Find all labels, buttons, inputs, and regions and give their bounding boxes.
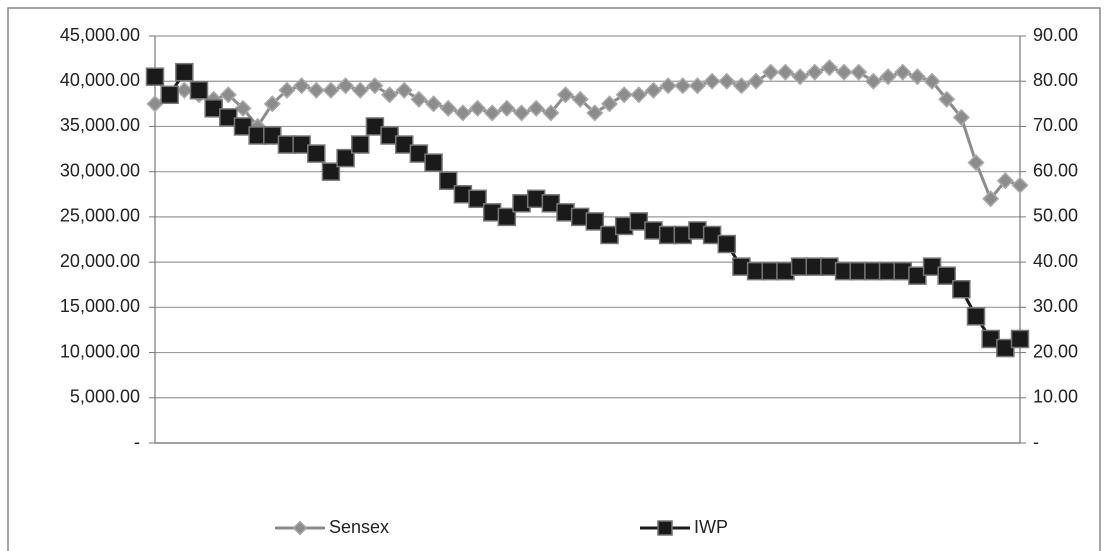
data-point — [234, 99, 252, 117]
data-point — [410, 90, 428, 108]
data-point — [717, 234, 737, 254]
data-point — [175, 81, 193, 99]
data-point — [293, 77, 311, 95]
data-point — [438, 171, 458, 190]
data-point — [336, 148, 355, 168]
data-point — [424, 95, 443, 113]
y-tick-label: 20,000.00 — [60, 251, 140, 271]
y2-tick-label: 60.00 — [1033, 160, 1078, 180]
data-point — [820, 59, 838, 77]
data-point — [571, 90, 589, 108]
y-tick-label: 40,000.00 — [60, 70, 140, 90]
data-point — [615, 86, 633, 104]
data-point — [894, 63, 912, 81]
data-point — [791, 68, 809, 86]
data-point — [908, 68, 926, 86]
data-point — [351, 135, 370, 154]
data-point — [952, 108, 970, 126]
y-tick-label: - — [134, 432, 140, 452]
data-point — [366, 77, 384, 95]
data-point — [688, 77, 707, 95]
y2-tick-label: 20.00 — [1033, 341, 1078, 361]
y2-tick-label: 50.00 — [1033, 206, 1078, 226]
data-point — [498, 99, 516, 117]
data-point — [219, 86, 237, 104]
data-point — [146, 95, 164, 113]
data-point — [351, 81, 369, 99]
data-point — [322, 81, 340, 99]
legend-label: IWP — [694, 517, 728, 537]
y-tick-label: 35,000.00 — [60, 115, 140, 135]
data-point — [659, 77, 677, 95]
data-point — [189, 81, 209, 100]
data-point — [321, 162, 341, 181]
data-point — [850, 63, 868, 81]
data-point — [556, 86, 575, 104]
y-tick-label: 30,000.00 — [60, 160, 140, 180]
data-point — [732, 77, 751, 95]
y2-tick-label: - — [1033, 432, 1039, 452]
data-point — [263, 95, 281, 113]
data-point — [982, 190, 1000, 208]
data-point — [468, 99, 487, 117]
data-point — [278, 81, 296, 99]
data-point — [307, 144, 326, 163]
y2-tick-label: 40.00 — [1033, 251, 1078, 271]
data-point — [497, 207, 517, 227]
data-point — [630, 86, 648, 104]
data-point — [776, 63, 794, 81]
data-point — [424, 153, 443, 172]
y2-tick-label: 90.00 — [1033, 25, 1078, 45]
data-point — [938, 90, 956, 108]
data-point — [923, 72, 941, 90]
data-point — [585, 212, 605, 231]
data-point — [395, 81, 413, 99]
data-point — [483, 104, 501, 122]
data-point — [718, 72, 736, 90]
data-point — [542, 104, 560, 122]
data-point — [674, 77, 692, 95]
y-tick-label: 45,000.00 — [60, 25, 140, 45]
data-point — [1011, 176, 1029, 194]
data-point — [967, 154, 985, 172]
y-tick-label: 25,000.00 — [60, 206, 140, 226]
data-point — [381, 86, 399, 104]
data-point — [600, 95, 619, 113]
y-tick-label: 5,000.00 — [70, 387, 140, 407]
data-point — [512, 104, 531, 122]
data-point — [439, 99, 457, 117]
data-point — [160, 85, 179, 105]
legend-label: Sensex — [329, 517, 389, 537]
y2-tick-label: 70.00 — [1033, 115, 1078, 135]
legend-marker — [292, 520, 308, 536]
data-point — [703, 72, 721, 90]
data-point — [1010, 329, 1030, 349]
data-point — [762, 63, 780, 81]
data-point — [337, 77, 355, 95]
data-point — [864, 72, 882, 90]
data-point — [937, 266, 956, 285]
data-point — [879, 68, 897, 86]
data-point — [644, 81, 663, 99]
data-point — [996, 172, 1014, 190]
legend-marker — [657, 520, 673, 536]
data-point — [835, 63, 853, 81]
data-point — [806, 63, 824, 81]
data-point — [175, 62, 194, 82]
y-tick-label: 10,000.00 — [60, 341, 140, 361]
data-point — [747, 72, 765, 90]
y2-tick-label: 30.00 — [1033, 296, 1078, 316]
data-point — [966, 307, 986, 326]
y-tick-label: 15,000.00 — [60, 296, 140, 316]
y2-tick-label: 10.00 — [1033, 387, 1078, 407]
data-point — [952, 279, 971, 299]
data-point — [527, 99, 545, 117]
data-point — [586, 104, 604, 122]
data-point — [145, 67, 165, 86]
data-point — [307, 81, 325, 99]
data-point — [468, 189, 487, 209]
data-point — [454, 104, 472, 122]
y2-tick-label: 80.00 — [1033, 70, 1078, 90]
